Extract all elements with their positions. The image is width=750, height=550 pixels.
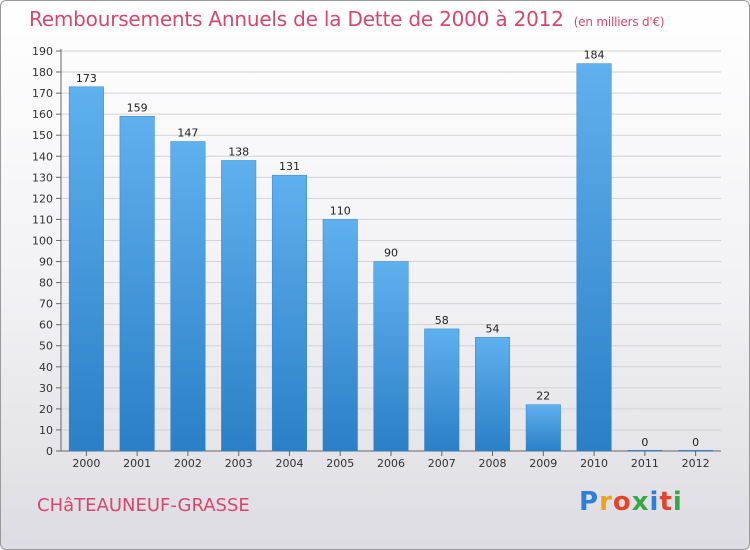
- y-tick-label: 170: [32, 87, 53, 100]
- logo-letter: P: [579, 487, 600, 517]
- x-tick-label: 2007: [428, 457, 456, 470]
- bar: [373, 261, 409, 452]
- bar: [576, 63, 612, 452]
- value-label: 0: [692, 436, 699, 449]
- x-tick-label: 2011: [631, 457, 659, 470]
- y-tick-label: 70: [39, 298, 53, 311]
- bar: [475, 337, 511, 452]
- y-tick-label: 110: [32, 213, 53, 226]
- value-label: 184: [584, 49, 605, 62]
- x-tick-label: 2002: [174, 457, 202, 470]
- y-tick-label: 50: [39, 340, 53, 353]
- y-tick-label: 30: [39, 382, 53, 395]
- value-label: 54: [486, 322, 500, 335]
- proxiti-logo: Proxiti: [579, 487, 683, 517]
- logo-letter: r: [599, 487, 613, 517]
- bar: [424, 328, 460, 452]
- y-tick-label: 100: [32, 234, 53, 247]
- bar: [221, 160, 257, 452]
- value-label: 0: [641, 436, 648, 449]
- value-label: 110: [330, 204, 351, 217]
- bar: [322, 219, 358, 452]
- x-tick-label: 2008: [479, 457, 507, 470]
- chart-subtitle: (en milliers d'€): [573, 15, 665, 29]
- chart-title-text: Remboursements Annuels de la Dette de 20…: [29, 7, 564, 31]
- bar: [271, 174, 307, 452]
- x-tick-label: 2000: [72, 457, 100, 470]
- value-label: 173: [76, 72, 97, 85]
- y-tick-label: 90: [39, 256, 53, 269]
- value-label: 58: [435, 314, 449, 327]
- x-tick-label: 2012: [682, 457, 710, 470]
- value-label: 22: [536, 390, 550, 403]
- logo-letter: i: [672, 487, 683, 517]
- y-tick-label: 40: [39, 361, 53, 374]
- chart-title: Remboursements Annuels de la Dette de 20…: [29, 7, 665, 31]
- value-label: 90: [384, 247, 398, 260]
- x-tick-label: 2004: [275, 457, 303, 470]
- plot-area: 0 10 20 30 40 50 60 70 80 90 100 110 120 130 140 150 160…: [32, 45, 721, 470]
- x-tick-label: 2001: [123, 457, 151, 470]
- y-tick-label: 150: [32, 129, 53, 142]
- bar: [525, 404, 561, 452]
- logo-letter: t: [659, 487, 673, 517]
- x-tick-label: 2010: [580, 457, 608, 470]
- x-tick-label: 2009: [529, 457, 557, 470]
- x-tick-label: 2005: [326, 457, 354, 470]
- value-label: 159: [127, 101, 148, 114]
- logo-letter: o: [612, 487, 632, 517]
- y-tick-label: 60: [39, 319, 53, 332]
- y-tick-label: 190: [32, 45, 53, 58]
- value-label: 138: [228, 145, 249, 158]
- city-name: CHâTEAUNEUF-GRASSE: [37, 495, 250, 516]
- y-tick-label: 10: [39, 424, 53, 437]
- y-tick-label: 160: [32, 108, 53, 121]
- y-tick-label: 80: [39, 277, 53, 290]
- bar: [68, 86, 104, 452]
- y-tick-label: 0: [46, 445, 53, 458]
- value-label: 131: [279, 160, 300, 173]
- y-tick-label: 120: [32, 192, 53, 205]
- y-tick-label: 140: [32, 150, 53, 163]
- x-tick-label: 2003: [225, 457, 253, 470]
- y-tick-label: 20: [39, 403, 53, 416]
- y-tick-label: 180: [32, 66, 53, 79]
- x-tick-label: 2006: [377, 457, 405, 470]
- bar: [170, 141, 206, 452]
- bar: [119, 116, 155, 452]
- logo-letter: i: [649, 487, 660, 517]
- y-tick-label: 130: [32, 171, 53, 184]
- logo-letter: x: [631, 487, 650, 517]
- value-label: 147: [177, 127, 198, 140]
